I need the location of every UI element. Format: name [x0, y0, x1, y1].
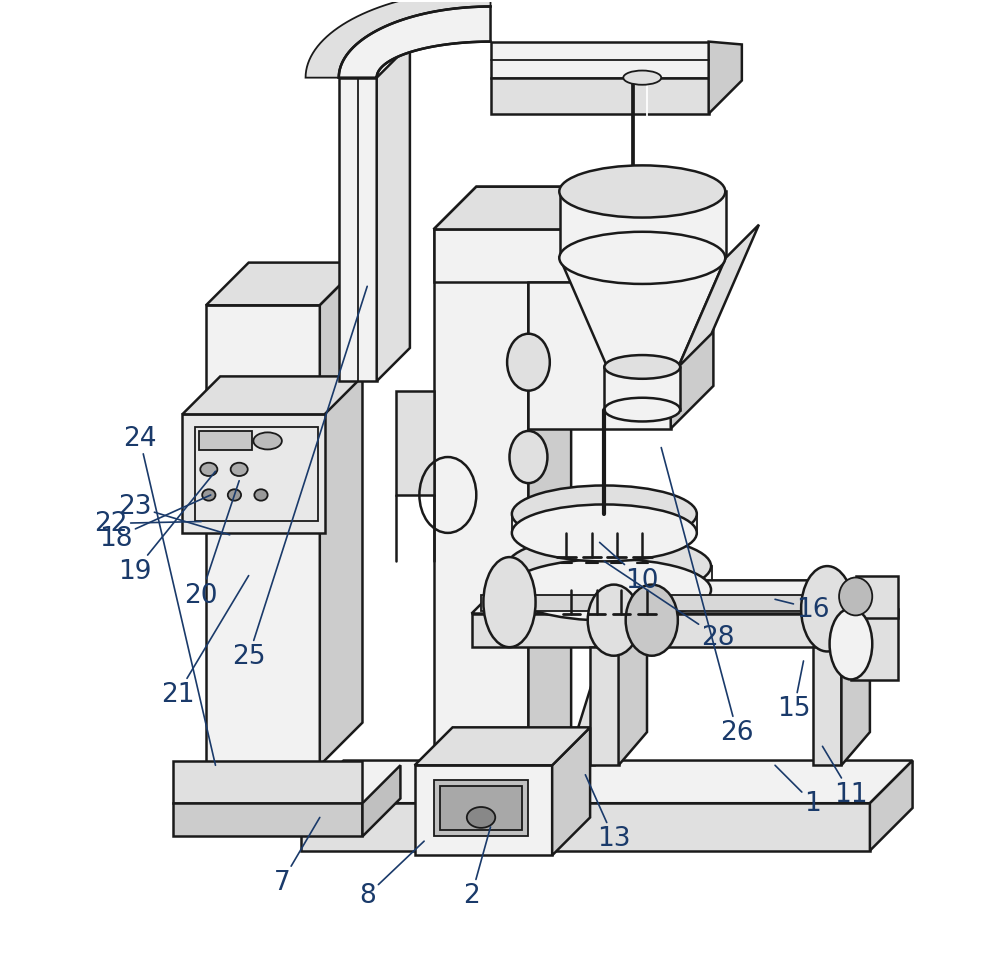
Ellipse shape: [626, 585, 678, 656]
Ellipse shape: [623, 71, 661, 86]
Text: 2: 2: [463, 827, 491, 908]
Polygon shape: [306, 0, 491, 78]
Text: 28: 28: [604, 561, 735, 651]
Polygon shape: [396, 392, 434, 496]
Polygon shape: [434, 231, 528, 803]
Polygon shape: [678, 226, 759, 368]
Polygon shape: [619, 614, 647, 765]
Polygon shape: [415, 727, 590, 765]
Polygon shape: [339, 8, 491, 78]
Text: 23: 23: [118, 494, 230, 536]
Text: 16: 16: [775, 597, 830, 622]
Polygon shape: [182, 415, 325, 534]
Polygon shape: [320, 263, 362, 765]
Polygon shape: [472, 580, 884, 614]
Ellipse shape: [507, 335, 550, 392]
Ellipse shape: [507, 536, 711, 598]
Text: 7: 7: [273, 818, 320, 895]
Ellipse shape: [483, 558, 536, 647]
Text: 19: 19: [118, 472, 215, 584]
Polygon shape: [560, 258, 726, 368]
Polygon shape: [206, 263, 362, 306]
Ellipse shape: [202, 490, 215, 501]
Polygon shape: [604, 368, 680, 410]
Polygon shape: [377, 46, 410, 382]
Polygon shape: [434, 188, 571, 231]
Ellipse shape: [801, 566, 853, 652]
Polygon shape: [851, 580, 884, 647]
Ellipse shape: [231, 463, 248, 476]
Polygon shape: [339, 78, 377, 382]
Polygon shape: [472, 614, 851, 647]
Bar: [434, 780, 528, 837]
Polygon shape: [590, 647, 619, 765]
Polygon shape: [841, 614, 870, 765]
Polygon shape: [206, 306, 320, 765]
Polygon shape: [491, 78, 709, 114]
Text: 22: 22: [94, 511, 201, 537]
Ellipse shape: [467, 807, 495, 828]
Ellipse shape: [559, 166, 725, 218]
Text: 10: 10: [600, 543, 659, 594]
Ellipse shape: [604, 355, 680, 379]
Ellipse shape: [512, 486, 697, 543]
Polygon shape: [434, 188, 713, 231]
Polygon shape: [301, 760, 913, 803]
Polygon shape: [856, 576, 898, 618]
Polygon shape: [173, 760, 362, 803]
Text: 18: 18: [99, 496, 211, 551]
Ellipse shape: [559, 233, 725, 285]
Polygon shape: [491, 43, 709, 78]
Polygon shape: [671, 188, 713, 282]
Text: 26: 26: [661, 448, 754, 745]
Text: 15: 15: [777, 661, 811, 721]
Polygon shape: [182, 377, 362, 415]
Text: 13: 13: [585, 775, 631, 851]
Polygon shape: [671, 239, 713, 429]
Polygon shape: [528, 188, 571, 803]
Polygon shape: [851, 609, 898, 680]
Text: 11: 11: [822, 746, 868, 807]
Text: 8: 8: [359, 841, 424, 908]
Ellipse shape: [228, 490, 241, 501]
Ellipse shape: [200, 463, 217, 476]
Polygon shape: [434, 231, 671, 282]
Polygon shape: [362, 765, 400, 837]
Polygon shape: [566, 614, 642, 765]
Ellipse shape: [254, 490, 268, 501]
Polygon shape: [813, 647, 841, 765]
Polygon shape: [709, 43, 742, 114]
Ellipse shape: [588, 585, 640, 656]
Polygon shape: [301, 803, 870, 851]
Ellipse shape: [253, 433, 282, 450]
Ellipse shape: [509, 432, 547, 483]
Text: 1: 1: [775, 765, 821, 817]
Bar: [199, 432, 252, 451]
Ellipse shape: [507, 559, 711, 621]
Bar: [440, 786, 522, 830]
Text: 20: 20: [184, 481, 239, 608]
Polygon shape: [552, 727, 590, 856]
Ellipse shape: [512, 505, 697, 561]
Polygon shape: [508, 566, 712, 590]
Polygon shape: [415, 765, 552, 856]
Polygon shape: [481, 595, 843, 611]
Text: 21: 21: [161, 576, 249, 707]
Polygon shape: [870, 760, 913, 851]
Polygon shape: [173, 803, 362, 837]
Polygon shape: [528, 282, 671, 429]
Ellipse shape: [830, 609, 872, 679]
Ellipse shape: [604, 398, 680, 422]
Text: 25: 25: [232, 287, 367, 670]
Polygon shape: [560, 193, 726, 258]
Ellipse shape: [839, 578, 872, 616]
Text: 24: 24: [123, 426, 215, 765]
Polygon shape: [512, 515, 697, 534]
